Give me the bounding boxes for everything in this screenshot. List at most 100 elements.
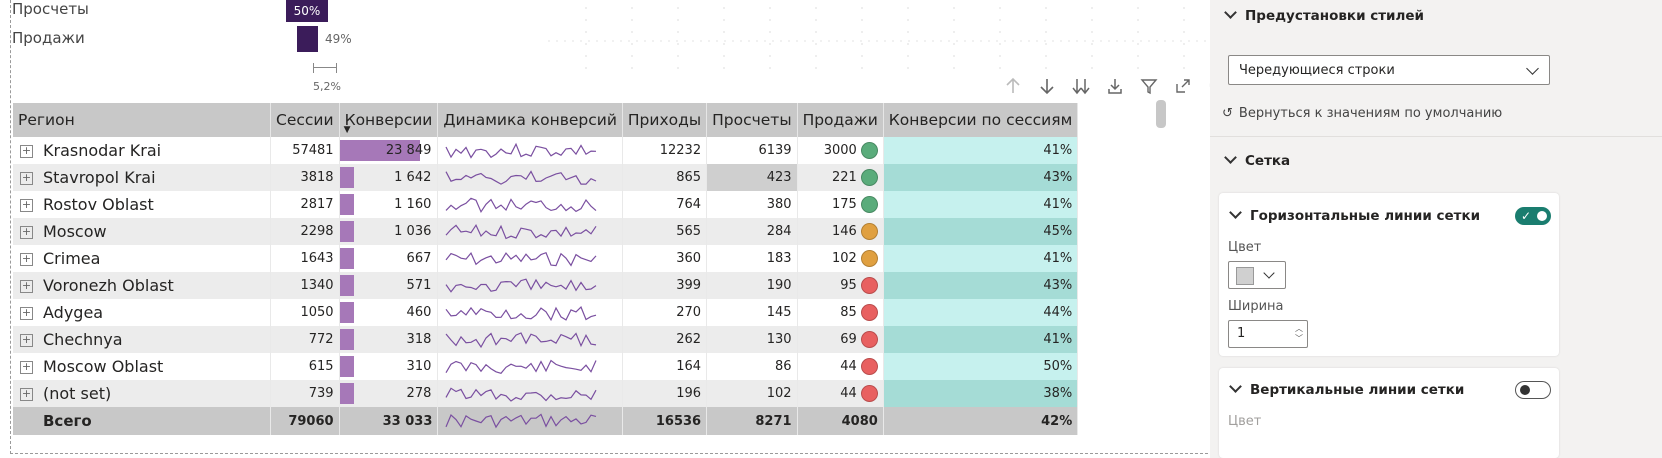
region-cell[interactable]: + Moscow Oblast: [13, 353, 271, 380]
estimates-cell: 130: [706, 326, 798, 353]
expand-plus-icon[interactable]: +: [20, 387, 33, 401]
style-presets-section-header[interactable]: Предустановки стилей: [1222, 6, 1424, 24]
sparkline: [445, 413, 597, 429]
horizontal-width-input[interactable]: 1 ︿ ﹀: [1228, 320, 1308, 348]
report-canvas: Просчеты 50% Продажи 49% 5,2% ⋯ Регион: [10, 0, 1238, 454]
status-indicator-icon: [860, 358, 878, 375]
chevron-down-icon: [1526, 62, 1539, 75]
expand-hierarchy-icon[interactable]: [1105, 76, 1125, 96]
funnel-bar-sales[interactable]: [297, 26, 318, 52]
arrivals-cell: 262: [622, 326, 708, 353]
col-header-sessions[interactable]: Сессии: [270, 103, 340, 137]
table-row[interactable]: + Krasnodar Krai 57481 23 849 12232 6139 3000 4…: [13, 137, 1079, 164]
expand-plus-icon[interactable]: +: [20, 360, 33, 374]
expand-plus-icon[interactable]: +: [20, 198, 33, 212]
conversions-cell: 310: [339, 353, 439, 380]
grid-section-title: Сетка: [1245, 153, 1291, 169]
conversions-value: 318: [406, 332, 432, 347]
expand-plus-icon[interactable]: +: [20, 171, 33, 185]
sparkline: [445, 386, 597, 402]
arrow-down-icon[interactable]: [1037, 76, 1057, 96]
table-row[interactable]: + Voronezh Oblast 1340 571 399 190 95 43%: [13, 272, 1079, 299]
sales-value: 175: [831, 197, 857, 212]
col-header-region[interactable]: Регион: [13, 103, 271, 137]
region-cell[interactable]: + Chechnya: [13, 326, 271, 353]
region-cell[interactable]: + Rostov Oblast: [13, 191, 271, 218]
status-indicator-icon: [860, 331, 878, 348]
arrivals-cell: 565: [622, 218, 708, 245]
style-presets-dropdown[interactable]: Чередующиеся строки: [1228, 55, 1550, 85]
vertical-scrollbar[interactable]: [1156, 100, 1166, 128]
horizontal-width-value: 1: [1237, 326, 1246, 341]
focus-mode-icon[interactable]: [1173, 76, 1193, 96]
col-header-conversion-trend[interactable]: Динамика конверсий: [437, 103, 623, 137]
region-name: Stavropol Krai: [43, 168, 156, 187]
table-row[interactable]: + Rostov Oblast 2817 1 160 764 380 175 41%: [13, 191, 1079, 218]
region-cell[interactable]: + Moscow: [13, 218, 271, 245]
sales-cell: 44: [797, 380, 884, 407]
grid-section-header[interactable]: Сетка: [1222, 151, 1291, 169]
region-name: Chechnya: [43, 330, 123, 349]
sparkline: [445, 305, 597, 321]
conversions-cell: 1 642: [339, 164, 439, 191]
session-conversion-cell: 50%: [883, 353, 1079, 380]
vertical-gridlines-header[interactable]: Вертикальные линии сетки: [1229, 380, 1464, 398]
funnel-bar-estimates[interactable]: 50%: [286, 0, 328, 22]
reset-to-default-link[interactable]: ↺ Вернуться к значениям по умолчанию: [1222, 106, 1502, 121]
col-header-sales[interactable]: Продажи: [797, 103, 884, 137]
horizontal-color-picker[interactable]: [1228, 261, 1286, 289]
arrivals-cell: 399: [622, 272, 708, 299]
table-row[interactable]: + (not set) 739 278 196 102 44 38%: [13, 380, 1079, 407]
reset-label: Вернуться к значениям по умолчанию: [1238, 106, 1503, 121]
double-arrow-down-icon[interactable]: [1071, 76, 1091, 96]
table-row[interactable]: + Crimea 1643 667 360 183 102 41%: [13, 245, 1079, 272]
session-conversion-cell: 41%: [883, 326, 1079, 353]
horizontal-gridlines-toggle[interactable]: [1515, 207, 1551, 225]
col-header-arrivals[interactable]: Приходы: [622, 103, 708, 137]
expand-plus-icon[interactable]: +: [20, 252, 33, 266]
status-indicator-icon: [860, 250, 878, 267]
status-indicator-icon: [860, 142, 878, 159]
funnel-bar-estimates-pct: 50%: [293, 4, 321, 18]
region-cell[interactable]: + Stavropol Krai: [13, 164, 271, 191]
region-cell[interactable]: + Voronezh Oblast: [13, 272, 271, 299]
table-row[interactable]: + Stavropol Krai 3818 1 642 865 423 221 43%: [13, 164, 1079, 191]
status-indicator-icon: [860, 277, 878, 294]
sessions-cell: 2298: [270, 218, 340, 245]
section-divider: [1210, 136, 1662, 137]
col-header-conversions-label: Конверсии: [344, 111, 433, 129]
region-name: Krasnodar Krai: [43, 141, 162, 160]
trend-cell: [437, 272, 623, 299]
vertical-gridlines-toggle[interactable]: [1515, 381, 1551, 399]
style-presets-selected: Чередующиеся строки: [1239, 63, 1395, 78]
expand-plus-icon[interactable]: +: [20, 333, 33, 347]
arrow-up-icon[interactable]: [1003, 76, 1023, 96]
filter-icon[interactable]: [1139, 76, 1159, 96]
region-cell[interactable]: + Crimea: [13, 245, 271, 272]
table-row[interactable]: + Moscow Oblast 615 310 164 86 44 50%: [13, 353, 1079, 380]
arrivals-cell: 270: [622, 299, 708, 326]
col-header-session-conversion[interactable]: Конверсии по сессиям: [883, 103, 1079, 137]
sessions-cell: 1050: [270, 299, 340, 326]
arrivals-cell: 360: [622, 245, 708, 272]
region-cell[interactable]: + Krasnodar Krai: [13, 137, 271, 164]
table-row[interactable]: + Moscow 2298 1 036 565 284 146 45%: [13, 218, 1079, 245]
col-header-conversions[interactable]: Конверсии ▼: [339, 103, 439, 137]
sparkline: [445, 142, 597, 159]
expand-plus-icon[interactable]: +: [20, 306, 33, 320]
region-cell[interactable]: + (not set): [13, 380, 271, 407]
funnel-sales-pct: 49%: [325, 32, 352, 46]
conversions-cell: 23 849: [339, 137, 439, 164]
region-cell[interactable]: + Adygea: [13, 299, 271, 326]
expand-plus-icon[interactable]: +: [20, 225, 33, 239]
expand-plus-icon[interactable]: +: [20, 279, 33, 293]
stepper-icon[interactable]: ︿ ﹀: [1295, 324, 1303, 343]
table-row[interactable]: + Adygea 1050 460 270 145 85 44%: [13, 299, 1079, 326]
conversion-data-bar: [339, 302, 354, 323]
col-header-estimates[interactable]: Просчеты: [706, 103, 798, 137]
expand-plus-icon[interactable]: +: [20, 144, 33, 158]
total-arrivals: 16536: [622, 407, 708, 435]
table-row[interactable]: + Chechnya 772 318 262 130 69 41%: [13, 326, 1079, 353]
horizontal-gridlines-header[interactable]: Горизонтальные линии сетки: [1229, 206, 1480, 224]
conversion-data-bar: [339, 221, 354, 242]
